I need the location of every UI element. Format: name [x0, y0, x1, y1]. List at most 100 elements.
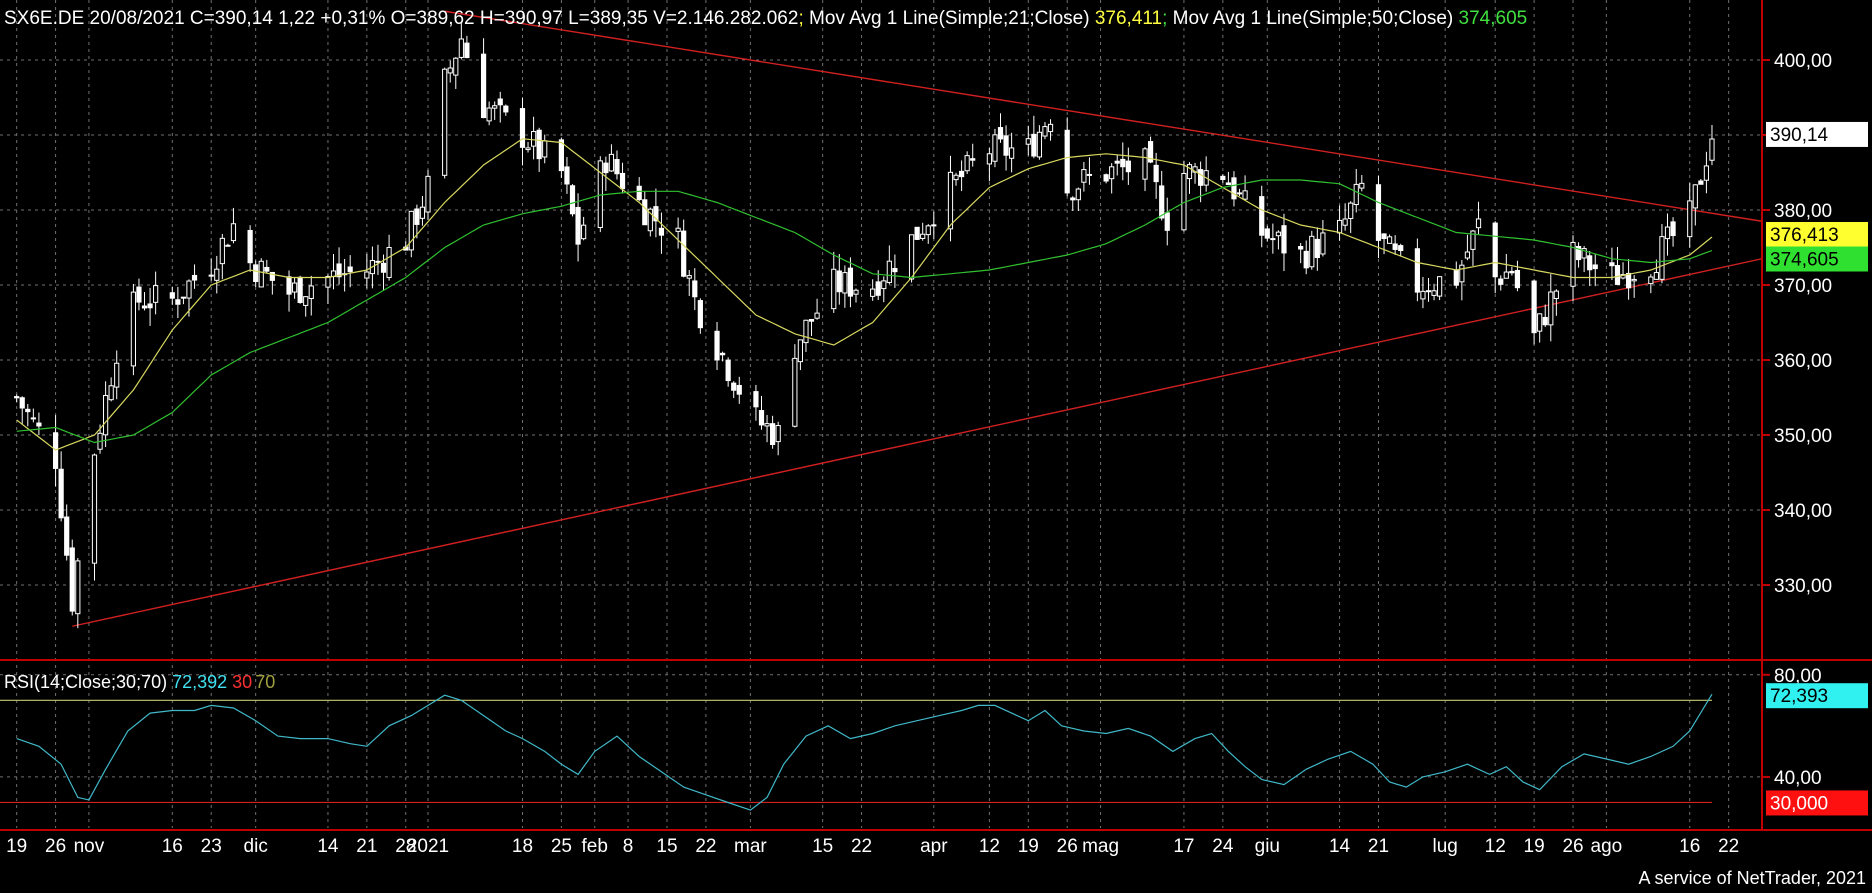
candle-body — [492, 105, 498, 109]
candle-body — [308, 285, 314, 299]
candle-body — [1336, 219, 1343, 234]
candle-body — [1047, 123, 1054, 133]
candle-body — [214, 268, 220, 281]
candle-body — [1314, 238, 1320, 259]
x-tick-label: 26 — [1057, 836, 1078, 857]
candle-body — [1609, 262, 1615, 267]
candle-body — [731, 382, 737, 391]
candle-body — [714, 330, 720, 361]
header-separator: ; — [798, 8, 803, 29]
candle-body — [1081, 169, 1087, 183]
candle-body — [958, 170, 965, 178]
candle-body — [291, 282, 298, 293]
candle-body — [1114, 160, 1120, 164]
candle-body — [91, 454, 98, 564]
candle-body — [603, 162, 609, 174]
candle-body — [1537, 313, 1543, 332]
candle-body — [1153, 164, 1159, 183]
header-ohlc: SX6E.DE 20/08/2021 C=390,14 1,22 +0,31% … — [4, 8, 798, 29]
price-header: SX6E.DE 20/08/2021 C=390,14 1,22 +0,31% … — [4, 8, 1527, 29]
candle-body — [1659, 236, 1665, 280]
candle-body — [458, 38, 464, 58]
x-tick-label: mar — [734, 836, 767, 857]
candle-body — [569, 185, 576, 215]
candle-body — [653, 206, 659, 222]
candle-body — [219, 237, 225, 265]
candle-body — [1342, 218, 1348, 226]
trendline-upper[interactable] — [444, 10, 1763, 222]
candle-body — [1503, 271, 1509, 279]
candle-body — [58, 468, 64, 519]
ma50-badge-bg — [1766, 246, 1868, 272]
candle-body — [1698, 180, 1704, 185]
candle-body — [920, 233, 926, 239]
candle-body — [1142, 148, 1148, 180]
candle-body — [597, 160, 603, 229]
candle-body — [1275, 231, 1282, 237]
x-tick-label: 22 — [695, 836, 716, 857]
x-tick-label: 21 — [1368, 836, 1389, 857]
candle-body — [114, 362, 120, 388]
header-ma50-label: Mov Avg 1 Line(Simple;50;Close) — [1167, 8, 1458, 29]
candle-body — [1386, 236, 1393, 244]
candle-body — [1431, 290, 1437, 296]
candle-body — [253, 264, 259, 282]
candle-body — [191, 274, 198, 281]
candle-body — [758, 410, 765, 426]
x-tick-label: 26 — [1562, 836, 1583, 857]
candle-body — [1009, 147, 1015, 159]
candle-body — [208, 274, 214, 277]
candle-body — [447, 67, 453, 74]
candle-body — [297, 276, 303, 303]
candle-body — [180, 296, 187, 299]
candle-body — [697, 300, 703, 329]
x-tick-label: giu — [1255, 836, 1280, 857]
candle-body — [1692, 184, 1698, 209]
candle-body — [881, 280, 887, 290]
candle-body — [1064, 129, 1070, 194]
candle-body — [1125, 160, 1131, 173]
grid — [0, 0, 1762, 828]
candle-body — [1475, 218, 1482, 229]
candle-body — [1648, 276, 1654, 285]
candle-body — [175, 299, 181, 305]
candle-body — [675, 227, 681, 232]
candle-body — [1592, 264, 1598, 270]
candle-body — [303, 296, 309, 306]
candle-body — [1120, 158, 1126, 168]
x-tick-label: dic — [244, 836, 268, 857]
rsi-header: RSI(14;Close;30;70) 72,392 30 70 — [4, 672, 275, 692]
candle-body — [792, 357, 798, 427]
trendline-lower[interactable] — [72, 258, 1763, 627]
candle-body — [14, 396, 20, 399]
last-price-badge-bg — [1766, 121, 1868, 147]
x-tick-label: 17 — [1173, 836, 1194, 857]
candle-body — [1464, 251, 1471, 259]
trendlines — [72, 10, 1763, 627]
candle-body — [1042, 126, 1048, 137]
candle-body — [1236, 192, 1243, 195]
candle-body — [581, 224, 587, 240]
x-tick-label: 19 — [1524, 836, 1545, 857]
candle-body — [1670, 221, 1676, 237]
candle-body — [608, 153, 615, 172]
candle-body — [1420, 290, 1426, 300]
x-tick-label: 22 — [1718, 836, 1739, 857]
candle-body — [1392, 243, 1398, 250]
y-tick-label: 370,00 — [1774, 276, 1832, 297]
rsi-lower-badge: 30,000 — [1770, 793, 1828, 814]
candle-body — [258, 260, 264, 288]
candle-body — [536, 129, 542, 160]
ma50-line — [16, 179, 1713, 444]
candle-body — [842, 272, 848, 294]
candle-body — [1348, 202, 1354, 219]
candle-body — [30, 417, 36, 420]
candle-body — [614, 159, 620, 175]
candle-body — [647, 208, 653, 232]
x-tick-label: 24 — [1212, 836, 1234, 857]
rsi-line — [16, 693, 1713, 811]
candle-body — [1103, 174, 1109, 182]
rsi-header-upper: 70 — [255, 672, 275, 692]
